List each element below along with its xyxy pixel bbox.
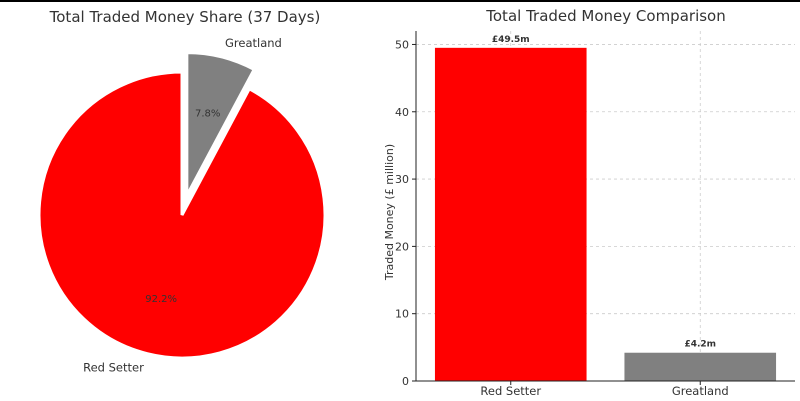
bar-value-label-greatland: £4.2m	[684, 340, 716, 350]
pie-category-label-greatland: Greatland	[225, 36, 282, 50]
y-tick-label: 50	[395, 38, 409, 51]
y-tick-label: 0	[402, 375, 409, 388]
x-tick-label-greatland: Greatland	[672, 384, 729, 398]
pie-slice-red-setter	[37, 70, 327, 360]
y-tick-label: 20	[395, 240, 409, 253]
pie-labels: 92.2% Red Setter 7.8% Greatland	[83, 36, 282, 375]
y-tick-label: 40	[395, 106, 409, 119]
pie-value-label-red-setter: 92.2%	[145, 294, 177, 305]
bar-ticks: 0 10 20 30 40 50 Red Setter Greatland	[395, 38, 729, 398]
pie-title: Total Traded Money Share (37 Days)	[49, 8, 321, 26]
bar-title: Total Traded Money Comparison	[485, 7, 725, 25]
pie-value-label-greatland: 7.8%	[195, 108, 220, 119]
bar-chart: Total Traded Money Comparison £49.5m £4.2…	[383, 7, 795, 398]
y-tick-label: 30	[395, 173, 409, 186]
pie-slices	[37, 51, 327, 360]
pie-chart: Total Traded Money Share (37 Days) 92.2%…	[37, 8, 327, 375]
bar-value-label-red-setter: £49.5m	[492, 35, 530, 45]
pie-slice-greatland	[185, 51, 257, 197]
bar-ylabel: Traded Money (£ million)	[383, 144, 396, 281]
bar-red-setter	[434, 47, 587, 381]
pie-category-label-red-setter: Red Setter	[83, 361, 144, 375]
x-tick-label-red-setter: Red Setter	[480, 384, 541, 398]
y-tick-label: 10	[395, 308, 409, 321]
bar-greatland	[624, 352, 777, 381]
bar-axes	[415, 31, 795, 382]
top-border	[0, 0, 800, 2]
bar-marks: £49.5m £4.2m	[434, 35, 777, 381]
